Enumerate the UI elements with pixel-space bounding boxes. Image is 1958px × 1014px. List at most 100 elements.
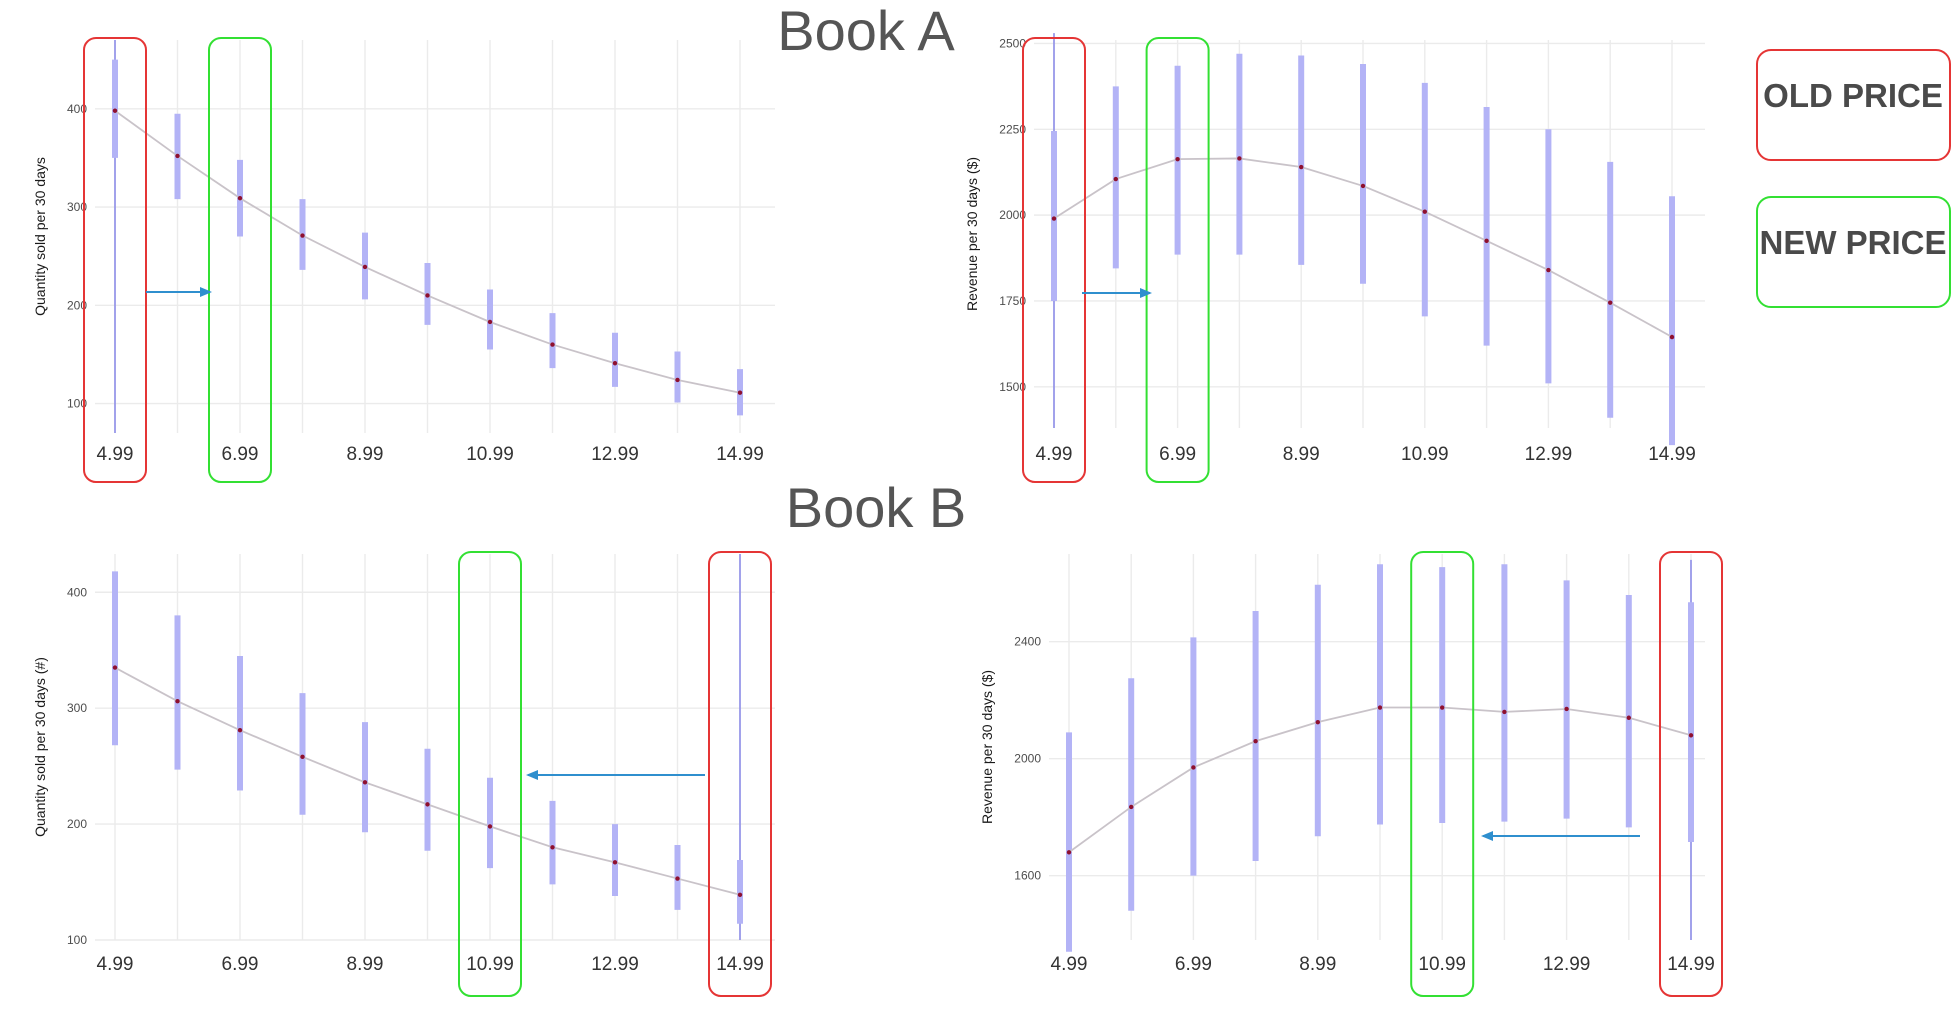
- new-price-box: [1410, 551, 1475, 997]
- data-point: [1484, 238, 1489, 244]
- y-axis-label: Quantity sold per 30 days: [32, 157, 48, 316]
- x-tick-label: 10.99: [466, 954, 514, 975]
- x-tick-label: 12.99: [1543, 954, 1591, 975]
- x-tick-label: 6.99: [222, 444, 259, 465]
- data-point: [675, 876, 680, 881]
- data-point: [1669, 334, 1675, 340]
- data-point: [175, 699, 180, 704]
- y-axis-label: Revenue per 30 days ($): [979, 670, 995, 824]
- new-price-box: [1145, 37, 1210, 483]
- data-point: [112, 108, 118, 113]
- legend-old-price-box: [1756, 49, 1951, 161]
- x-tick-label: 14.99: [1648, 444, 1696, 465]
- book-a-quantity-panel: 100 200 300 400 Quantity sold per 30 days 4.9…: [32, 37, 775, 483]
- data-point: [737, 390, 743, 395]
- legend-old-price-label: OLD PRICE: [1763, 77, 1943, 114]
- y-tick-label: 200: [67, 298, 87, 312]
- data-point: [1360, 183, 1366, 189]
- x-tick-label: 10.99: [466, 444, 514, 465]
- data-point: [1608, 300, 1613, 305]
- data-point: [1688, 733, 1694, 738]
- old-price-box: [708, 551, 772, 997]
- y-tick-label: 1750: [999, 294, 1026, 308]
- data-point: [487, 824, 493, 829]
- data-point: [1564, 706, 1569, 712]
- data-point: [1377, 705, 1383, 710]
- data-point: [1315, 719, 1321, 725]
- data-point: [550, 342, 555, 347]
- data-point: [675, 377, 680, 383]
- x-tick-label: 12.99: [591, 444, 639, 465]
- arrowhead: [200, 287, 212, 297]
- y-tick-label: 2500: [999, 36, 1026, 50]
- data-point: [1175, 156, 1180, 162]
- arrowhead: [1140, 288, 1152, 298]
- data-point: [737, 892, 743, 897]
- x-tick-label: 4.99: [97, 954, 134, 975]
- y-axis-label: Revenue per 30 days ($): [964, 157, 980, 311]
- data-point: [1129, 804, 1134, 810]
- y-tick-label: 200: [67, 817, 87, 831]
- data-point: [1066, 850, 1072, 855]
- book-b-revenue-panel: 1600 2000 2400 Revenue per 30 days ($) 4.99 6…: [979, 551, 1723, 997]
- data-point: [1422, 209, 1428, 214]
- old-price-box: [1022, 37, 1086, 483]
- book-a-revenue-panel: 1500 1750 2000 2250 2500 Revenue per 30 days …: [964, 33, 1705, 483]
- x-tick-label: 8.99: [1299, 954, 1336, 975]
- data-point: [362, 264, 368, 270]
- data-point: [1113, 176, 1119, 182]
- y-tick-label: 400: [67, 585, 87, 599]
- data-point: [1626, 715, 1632, 720]
- y-tick-label: 1500: [999, 380, 1026, 394]
- data-point: [425, 802, 430, 807]
- x-tick-label: 14.99: [716, 444, 764, 465]
- y-tick-label: 2400: [1014, 635, 1041, 649]
- data-point: [237, 727, 243, 733]
- book-b-quantity-panel: 100 200 300 400 Quantity sold per 30 days (#…: [32, 551, 775, 997]
- y-tick-label: 100: [67, 933, 87, 947]
- data-point: [1191, 765, 1196, 770]
- new-price-box: [208, 37, 272, 483]
- x-tick-label: 6.99: [1159, 444, 1196, 465]
- data-point: [362, 780, 368, 785]
- data-point: [550, 845, 555, 850]
- book-a-title: Book A: [777, 0, 955, 62]
- data-point: [237, 195, 243, 201]
- data-point: [300, 233, 305, 238]
- data-point: [1299, 164, 1304, 170]
- x-tick-label: 10.99: [1401, 444, 1449, 465]
- x-tick-label: 14.99: [716, 954, 764, 975]
- x-tick-label: 8.99: [347, 444, 384, 465]
- data-point: [612, 361, 618, 366]
- x-tick-label: 14.99: [1667, 954, 1715, 975]
- x-tick-label: 8.99: [1283, 444, 1320, 465]
- x-tick-label: 4.99: [1036, 444, 1073, 465]
- x-tick-label: 8.99: [347, 954, 384, 975]
- legend-new-price-label: NEW PRICE: [1759, 224, 1946, 261]
- y-tick-label: 2250: [999, 122, 1026, 136]
- data-point: [175, 153, 180, 159]
- y-tick-label: 2000: [1014, 752, 1041, 766]
- x-tick-label: 4.99: [97, 444, 134, 465]
- x-tick-label: 10.99: [1418, 954, 1466, 975]
- data-point: [1253, 738, 1258, 744]
- x-tick-label: 6.99: [1175, 954, 1212, 975]
- chart-panels: 100 200 300 400 Quantity sold per 30 days 4.9…: [32, 33, 1723, 997]
- arrowhead: [1481, 831, 1493, 841]
- data-point: [612, 860, 618, 865]
- y-tick-label: 300: [67, 200, 87, 214]
- x-tick-label: 4.99: [1051, 954, 1088, 975]
- data-point: [1440, 705, 1445, 710]
- y-tick-label: 100: [67, 397, 87, 411]
- arrowhead: [526, 770, 538, 780]
- y-tick-label: 300: [67, 701, 87, 715]
- x-tick-label: 12.99: [591, 954, 639, 975]
- legend: OLD PRICE NEW PRICE: [1756, 49, 1951, 308]
- data-point: [1502, 709, 1507, 715]
- data-point: [112, 665, 118, 670]
- y-tick-label: 1600: [1014, 869, 1041, 883]
- data-point: [1237, 156, 1242, 161]
- data-point: [1051, 216, 1057, 221]
- data-point: [487, 319, 493, 325]
